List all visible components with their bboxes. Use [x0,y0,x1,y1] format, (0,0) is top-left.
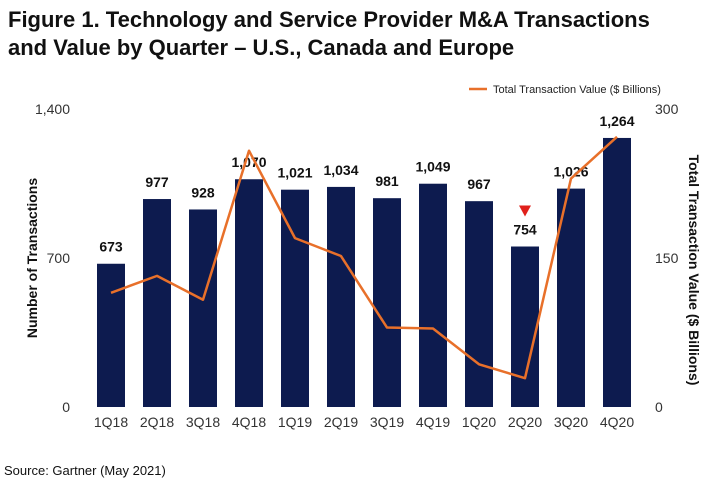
bar-4Q18 [235,179,263,407]
x-tick-label: 4Q20 [600,414,634,430]
bar-2Q20 [511,246,539,407]
bar-4Q19 [419,183,447,407]
bar-value-label: 1,034 [323,162,358,178]
bar-value-label: 1,021 [277,165,312,181]
source-note: Source: Gartner (May 2021) [4,463,166,478]
bar-2Q18 [143,199,171,407]
bar-2Q19 [327,186,355,407]
x-tick-label: 1Q19 [278,414,312,430]
bar-value-label: 1,026 [553,164,588,180]
y2-tick-label: 150 [655,250,679,266]
x-tick-label: 4Q19 [416,414,450,430]
bar-3Q20 [557,188,585,407]
x-tick-label: 3Q20 [554,414,588,430]
chart-title: Figure 1. Technology and Service Provide… [8,6,713,62]
y2-tick-label: 0 [655,399,663,415]
bar-1Q18 [97,263,125,407]
value-line [110,135,618,380]
y2-tick-label: 300 [655,101,679,117]
legend-label: Total Transaction Value ($ Billions) [493,84,661,96]
bar-1Q19 [281,189,309,407]
bar-value-label: 981 [375,173,399,189]
bar-value-label: 967 [467,176,491,192]
bar-value-label: 928 [191,184,215,200]
bar-value-label: 1,049 [415,159,450,175]
down-triangle-icon [519,205,531,217]
y-axis-title: Number of Transactions [24,178,40,338]
x-tick-label: 2Q20 [508,414,542,430]
title-line-2: and Value by Quarter – U.S., Canada and … [8,35,515,60]
x-tick-label: 3Q18 [186,414,220,430]
x-tick-label: 2Q19 [324,414,358,430]
bar-value-label: 977 [145,174,169,190]
y-tick-label: 1,400 [35,101,70,117]
x-tick-label: 1Q20 [462,414,496,430]
bar-value-label: 1,070 [231,154,266,170]
bar-3Q19 [373,198,401,407]
bar-1Q20 [465,201,493,407]
bar-3Q18 [189,209,217,407]
bar-4Q20 [603,137,631,407]
x-tick-label: 3Q19 [370,414,404,430]
bar-value-label: 1,264 [599,113,634,129]
bar-value-label: 754 [513,222,537,238]
x-tick-label: 2Q18 [140,414,174,430]
x-tick-label: 1Q18 [94,414,128,430]
y-tick-label: 700 [47,250,71,266]
title-line-1: Figure 1. Technology and Service Provide… [8,7,650,32]
x-tick-label: 4Q18 [232,414,266,430]
bar-value-label: 673 [99,239,123,255]
y2-axis-title: Total Transaction Value ($ Billions) [686,155,702,386]
y-tick-label: 0 [62,399,70,415]
